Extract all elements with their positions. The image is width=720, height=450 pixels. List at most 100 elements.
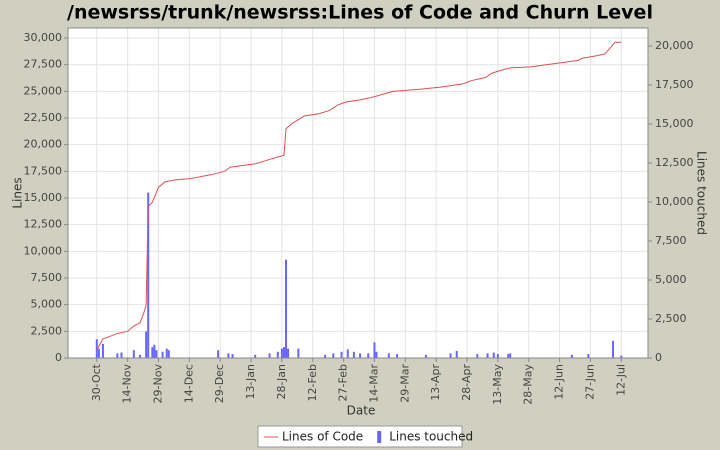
bar	[587, 354, 590, 358]
bar	[332, 353, 335, 358]
y-tick-label: 30,000	[24, 31, 63, 44]
bar	[449, 353, 452, 358]
bar	[375, 351, 378, 358]
bar	[138, 354, 141, 358]
bar	[227, 353, 230, 358]
y2-tick-label: 2,500	[655, 312, 687, 325]
bar	[509, 353, 512, 358]
x-tick-label: 14-Dec	[182, 364, 195, 403]
y-tick-label: 10,000	[24, 244, 63, 257]
bar	[276, 351, 279, 358]
bar	[346, 349, 349, 358]
plot-area	[68, 28, 648, 358]
line	[96, 41, 622, 351]
y2-tick-label: 12,500	[655, 156, 694, 169]
x-tick-label: 13-May	[491, 364, 504, 405]
x-tick-label: 28-May	[522, 364, 535, 405]
legend-swatch	[377, 431, 382, 443]
bar	[161, 351, 164, 358]
x-tick-label: 28-Apr	[460, 364, 473, 401]
chart-title: /newsrss/trunk/newsrss:Lines of Code and…	[67, 2, 653, 24]
bar	[570, 354, 573, 358]
bar	[153, 344, 156, 358]
y2-tick-label: 17,500	[655, 78, 694, 91]
x-tick-label: 12-Jun	[553, 364, 566, 400]
bar	[101, 343, 104, 358]
bar	[507, 354, 510, 358]
y-tick-label: 2,500	[31, 324, 63, 337]
marks	[95, 41, 623, 358]
bar	[217, 350, 220, 358]
y-tick-label: 17,500	[24, 164, 63, 177]
x-tick-label: 27-Feb	[337, 364, 350, 401]
y2-tick-label: 0	[655, 351, 662, 364]
y-tick-label: 12,500	[24, 218, 63, 231]
x-tick-label: 14-Mar	[367, 364, 380, 403]
y-tick-label: 7,500	[31, 271, 63, 284]
y2-tick-label: 7,500	[655, 234, 687, 247]
y-tick-label: 5,000	[31, 298, 63, 311]
x-tick-label: 12-Jul	[614, 364, 627, 396]
bar	[612, 340, 615, 358]
bar	[167, 350, 170, 358]
bar	[476, 354, 479, 358]
bar	[396, 354, 399, 358]
bar	[620, 355, 623, 358]
bar	[254, 354, 257, 358]
y2-tick-label: 15,000	[655, 117, 694, 130]
bar	[486, 353, 489, 358]
bar	[97, 348, 100, 358]
legend-box	[257, 425, 463, 448]
y-tick-label: 15,000	[24, 191, 63, 204]
bar	[340, 351, 343, 358]
bar	[352, 351, 355, 358]
bar	[373, 342, 376, 358]
x-tick-label: 29-Nov	[151, 364, 164, 404]
bar	[297, 348, 300, 358]
bar	[151, 347, 154, 358]
bar	[155, 350, 158, 358]
bar	[496, 354, 499, 358]
x-tick-label: 12-Feb	[306, 364, 319, 401]
y2-tick-label: 5,000	[655, 273, 687, 286]
bar	[268, 353, 271, 358]
bar	[287, 348, 290, 358]
grid	[64, 28, 652, 362]
y2-axis-title: Lines touched	[695, 151, 709, 235]
y-tick-label: 27,500	[24, 58, 63, 71]
bar	[324, 354, 327, 358]
legend: Lines of Code Lines touched	[257, 425, 473, 448]
bar	[145, 331, 148, 358]
y-tick-label: 25,000	[24, 84, 63, 97]
bar	[116, 353, 119, 358]
y-axis-title: Lines	[11, 177, 25, 208]
bar	[280, 348, 283, 358]
y-tick-label: 22,500	[24, 111, 63, 124]
bar	[231, 354, 234, 358]
x-axis-title: Date	[347, 404, 376, 418]
x-tick-label: 28-Jan	[275, 364, 288, 400]
y-tick-label: 20,000	[24, 138, 63, 151]
y-tick-label: 0	[55, 351, 62, 364]
bar	[165, 348, 168, 358]
x-tick-label: 27-Jun	[583, 364, 596, 400]
x-tick-label: 30-Oct	[90, 363, 103, 401]
bar	[455, 350, 458, 358]
plot-border	[67, 27, 649, 359]
legend-label: Lines touched	[389, 430, 473, 444]
x-tick-label: 13-Apr	[429, 364, 442, 401]
bar	[95, 339, 98, 358]
y2-tick-label: 20,000	[655, 39, 694, 52]
bar	[424, 354, 427, 358]
bar	[147, 192, 150, 358]
x-tick-label: 29-Dec	[213, 364, 226, 403]
bar	[492, 352, 495, 358]
bar	[120, 352, 123, 358]
bar	[282, 347, 285, 358]
bar	[359, 353, 362, 358]
x-tick-label: 14-Nov	[121, 364, 134, 404]
bar	[132, 350, 135, 358]
bar	[285, 259, 288, 358]
